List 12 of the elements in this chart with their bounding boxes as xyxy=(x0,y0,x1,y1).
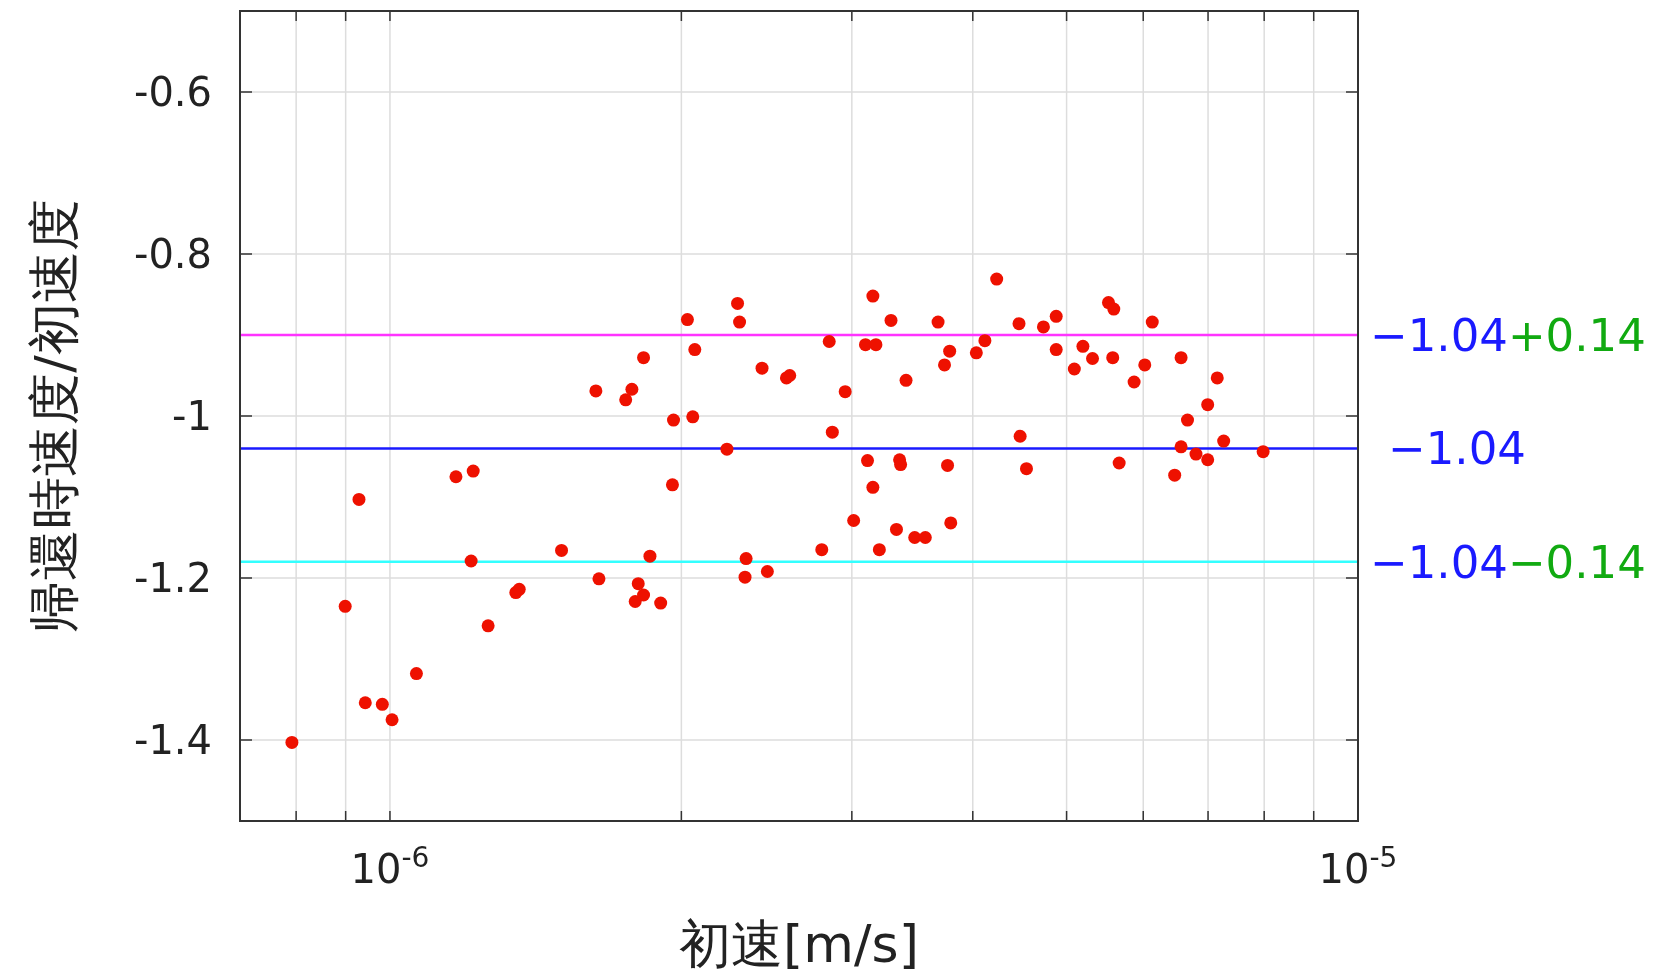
ref-line-label: −1.04+0.14 xyxy=(1370,309,1646,362)
x-tick-label: 10$^{-6}$ xyxy=(350,840,430,892)
ref-line-label: −1.04 xyxy=(1388,422,1526,476)
y-tick-label: -1 xyxy=(172,393,212,439)
ref-line-label: −1.04−0.14 xyxy=(1370,535,1646,589)
y-tick-label: -0.6 xyxy=(133,69,212,115)
x-tick-label: 10$^{-5}$ xyxy=(1318,840,1398,892)
y-tick-label: -0.8 xyxy=(133,231,212,277)
y-tick-label: -1.4 xyxy=(133,717,212,763)
x-axis-title: 初速[m/s] xyxy=(679,914,919,972)
y-tick-label: -1.2 xyxy=(133,555,212,601)
y-axis-title: 帰還時速度/初速度 xyxy=(24,199,84,633)
